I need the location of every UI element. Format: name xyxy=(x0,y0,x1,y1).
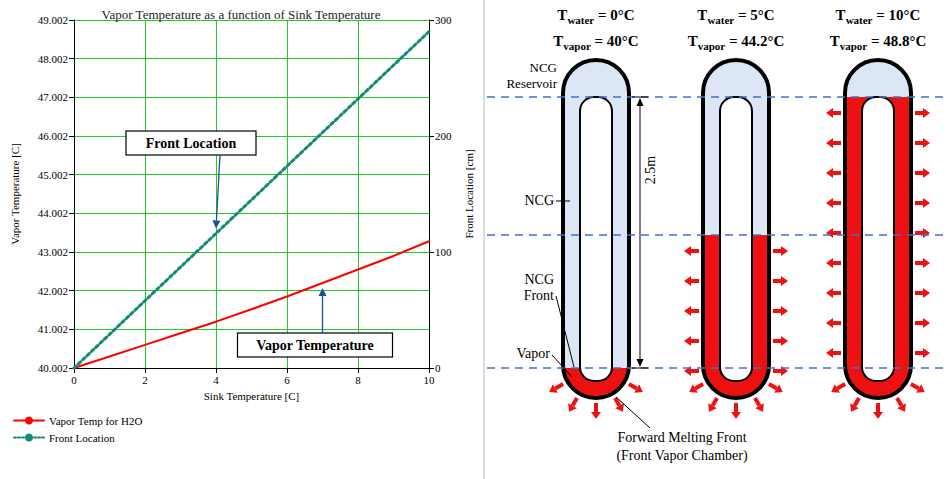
svg-text:42.002: 42.002 xyxy=(38,285,68,297)
svg-text:Tvapor = 40°C: Tvapor = 40°C xyxy=(553,33,638,52)
svg-text:2.5m: 2.5m xyxy=(643,156,658,185)
svg-text:40.002: 40.002 xyxy=(38,362,68,374)
svg-text:Vapor Temp for H2O: Vapor Temp for H2O xyxy=(49,415,142,427)
svg-text:41.002: 41.002 xyxy=(38,323,68,335)
svg-text:Front Location: Front Location xyxy=(146,136,237,151)
svg-text:44.002: 44.002 xyxy=(38,207,68,219)
svg-text:Vapor Temperature as a functio: Vapor Temperature as a function of Sink … xyxy=(102,7,381,22)
svg-text:6: 6 xyxy=(284,374,290,386)
svg-text:Forward Melting Front: Forward Melting Front xyxy=(617,430,746,445)
svg-text:(Front Vapor Chamber): (Front Vapor Chamber) xyxy=(616,448,747,464)
svg-text:10: 10 xyxy=(424,374,436,386)
svg-text:4: 4 xyxy=(213,374,219,386)
svg-text:NCG: NCG xyxy=(524,193,554,208)
svg-text:2: 2 xyxy=(142,374,148,386)
svg-text:Twater = 0°C: Twater = 0°C xyxy=(557,7,634,26)
svg-text:Twater = 10°C: Twater = 10°C xyxy=(836,7,921,26)
svg-text:0: 0 xyxy=(71,374,77,386)
svg-text:Tvapor = 48.8°C: Tvapor = 48.8°C xyxy=(830,33,927,52)
svg-text:Sink Temperature [C]: Sink Temperature [C] xyxy=(204,390,300,402)
svg-text:300: 300 xyxy=(435,14,452,26)
svg-text:Twater = 5°C: Twater = 5°C xyxy=(697,7,774,26)
svg-text:Vapor: Vapor xyxy=(517,346,551,361)
svg-text:45.002: 45.002 xyxy=(38,169,68,181)
svg-text:Reservoir: Reservoir xyxy=(506,76,557,91)
svg-text:47.002: 47.002 xyxy=(38,91,68,103)
svg-text:100: 100 xyxy=(435,246,452,258)
svg-text:48.002: 48.002 xyxy=(38,53,68,65)
svg-text:0: 0 xyxy=(435,362,441,374)
svg-text:49.002: 49.002 xyxy=(38,14,68,26)
svg-text:Front Location [cm]: Front Location [cm] xyxy=(463,149,475,238)
svg-text:Vapor Temperature [C]: Vapor Temperature [C] xyxy=(9,143,21,245)
svg-text:Front Location: Front Location xyxy=(49,432,115,444)
svg-text:46.002: 46.002 xyxy=(38,130,68,142)
svg-text:NCG: NCG xyxy=(530,60,557,75)
svg-text:200: 200 xyxy=(435,130,452,142)
svg-text:8: 8 xyxy=(355,374,361,386)
svg-text:43.002: 43.002 xyxy=(38,246,68,258)
svg-text:NCG: NCG xyxy=(524,272,554,287)
svg-text:Front: Front xyxy=(524,288,554,303)
svg-text:Tvapor = 44.2°C: Tvapor = 44.2°C xyxy=(688,33,785,52)
svg-text:Vapor Temperature: Vapor Temperature xyxy=(256,338,374,353)
